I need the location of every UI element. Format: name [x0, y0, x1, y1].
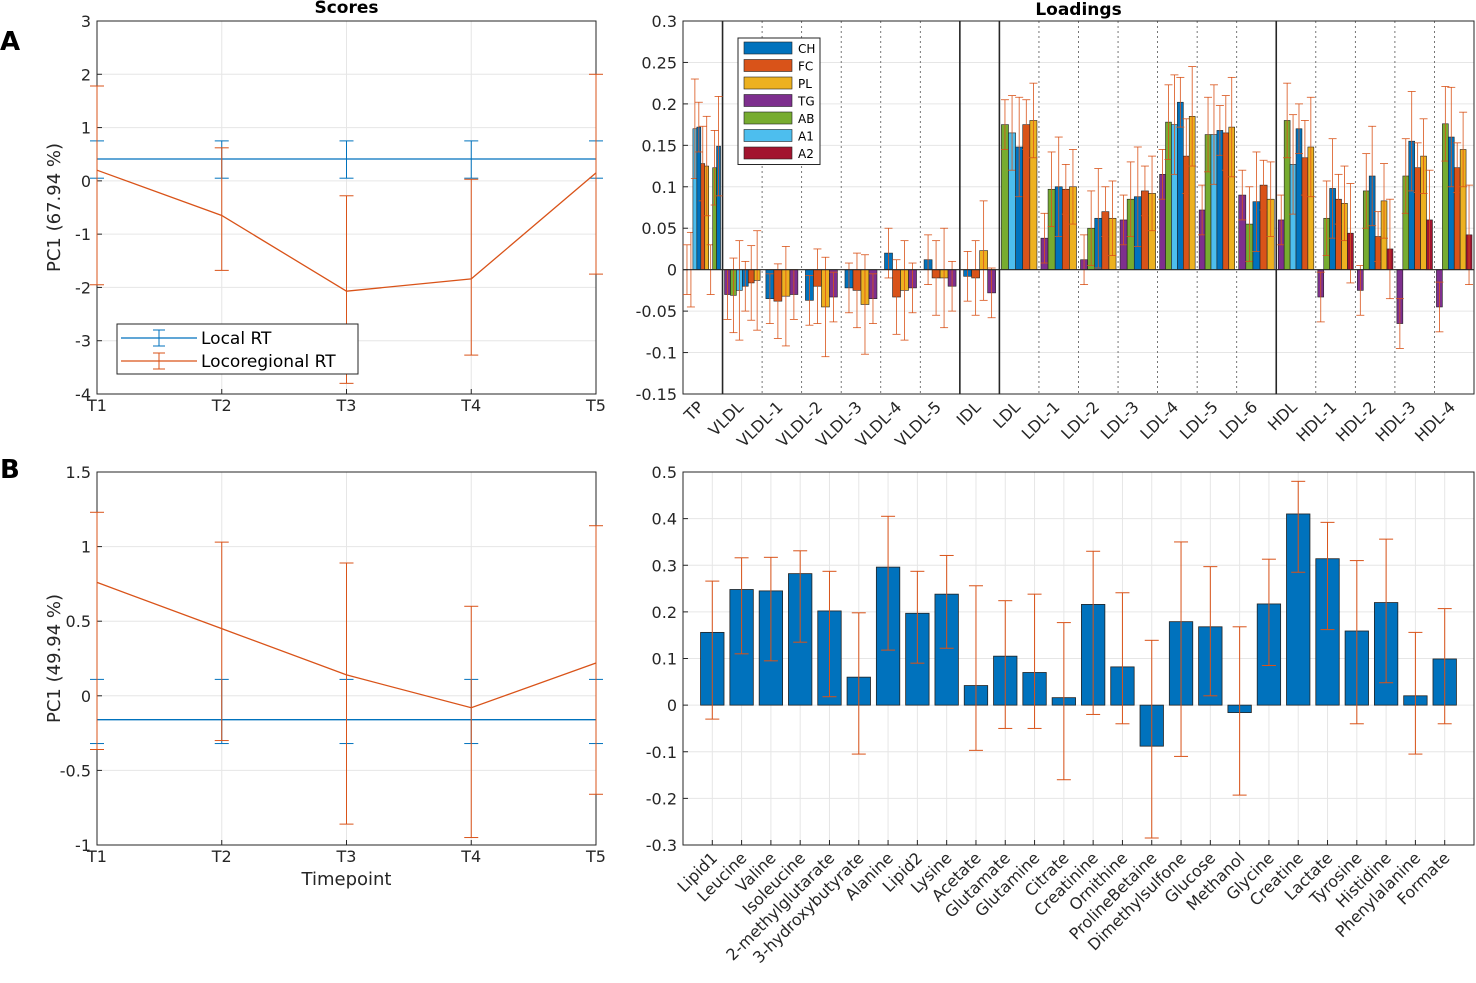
legend-label: Locoregional RT — [201, 352, 336, 372]
legend-swatch — [743, 76, 793, 90]
panel-label-b: B — [0, 455, 20, 485]
x-tick-label: HDL-4 — [1411, 397, 1459, 445]
series-line-1 — [96, 169, 597, 292]
x-tick-label: LDL-3 — [1097, 397, 1143, 443]
y-tick-label: 0.4 — [652, 510, 677, 529]
x-tick-label: T2 — [211, 847, 232, 866]
y-tick-label: 0.1 — [652, 178, 677, 197]
y-tick-label: 0.5 — [652, 463, 677, 482]
y-tick-label: 0 — [667, 696, 677, 715]
chart-title: Scores — [314, 0, 378, 18]
y-tick-label: 0.3 — [652, 12, 677, 31]
legend: CH FC PL TG AB A1 A2 — [737, 37, 821, 165]
y-tick-label: -4 — [75, 385, 91, 404]
legend-label: FC — [798, 60, 813, 74]
y-tick-label: 0 — [81, 687, 91, 706]
x-tick-label: HDL-3 — [1371, 397, 1419, 445]
legend-swatch — [743, 111, 793, 125]
x-tick-label: T1 — [86, 847, 107, 866]
y-tick-label: 0.5 — [66, 612, 91, 631]
y-tick-label: -0.3 — [646, 836, 677, 855]
y-tick-label: 3 — [81, 12, 91, 31]
x-tick-label: TP — [680, 397, 708, 425]
legend-label: AB — [798, 112, 814, 126]
series-line-1 — [96, 581, 597, 709]
y-tick-label: 2 — [81, 65, 91, 84]
x-tick-label: T1 — [86, 396, 107, 415]
x-tick-label: T5 — [585, 847, 606, 866]
y-tick-label: 0.2 — [652, 603, 677, 622]
y-tick-label: 0.25 — [641, 53, 677, 72]
x-axis-label: Timepoint — [301, 869, 392, 890]
x-tick-label: T3 — [336, 396, 357, 415]
y-tick-label: -0.2 — [646, 789, 677, 808]
x-tick-label: T2 — [211, 396, 232, 415]
legend-swatch — [743, 129, 793, 142]
y-tick-label: 0 — [667, 261, 677, 280]
y-tick-label: -0.05 — [636, 302, 677, 321]
x-tick-label: LDL — [989, 397, 1024, 432]
x-tick-label: LDL-1 — [1018, 397, 1064, 443]
x-tick-label: T4 — [460, 396, 481, 415]
scores-chart-b: 1.5 1 0.5 0 -0.5 -1T1 T2 T3 T4 T5 PC1 (49.94 %) Tim… — [44, 463, 606, 890]
loadings-chart-b: Lipid1LeucineValineIsoleucine2-methylglu… — [646, 463, 1475, 967]
y-tick-label: 1.5 — [66, 463, 91, 482]
legend-label: Local RT — [201, 329, 272, 349]
x-tick-label: T4 — [460, 847, 481, 866]
y-tick-label: -1 — [75, 225, 91, 244]
y-tick-label: 1 — [81, 538, 91, 557]
chart-title: Loadings — [1035, 0, 1121, 20]
y-tick-label: 0 — [81, 172, 91, 191]
legend-label: A2 — [798, 147, 814, 161]
panel-label-a: A — [0, 27, 20, 57]
legend-swatch — [743, 146, 793, 160]
y-tick-label: -0.1 — [646, 743, 677, 762]
y-tick-label: -2 — [75, 278, 91, 297]
x-tick-label: LDL-4 — [1136, 397, 1182, 443]
y-tick-label: 1 — [81, 119, 91, 138]
legend-swatch — [743, 59, 793, 72]
axes-box — [682, 20, 1475, 395]
legend-swatch — [743, 41, 793, 55]
y-tick-label: 0.3 — [652, 556, 677, 575]
y-tick-label: 0.2 — [652, 95, 677, 114]
x-tick-label: LDL-6 — [1215, 397, 1261, 443]
y-tick-label: -0.15 — [636, 385, 677, 404]
x-tick-label: T3 — [336, 847, 357, 866]
legend-label: CH — [798, 42, 815, 56]
legend-box — [116, 323, 359, 375]
x-tick-label: HDL-1 — [1292, 397, 1340, 445]
x-tick-label: HDL-2 — [1332, 397, 1380, 445]
scores-chart-a: 3 2 1 0 -1 -2 -3 -4T1 T2 T3 T4 T5 Scores PC1 (67.94 %… — [44, 0, 606, 415]
y-tick-label: -0.5 — [60, 761, 91, 780]
legend-label: PL — [798, 77, 812, 91]
legend: Local RT Locoregional RT — [116, 323, 359, 375]
x-tick-label: T5 — [585, 396, 606, 415]
x-tick-label: LDL-2 — [1057, 397, 1103, 443]
y-axis-label: PC1 (49.94 %) — [44, 594, 65, 723]
y-tick-label: -3 — [75, 332, 91, 351]
y-tick-label: 0.15 — [641, 136, 677, 155]
legend-label: TG — [797, 95, 815, 109]
y-axis-label: PC1 (67.94 %) — [44, 143, 65, 272]
x-tick-label: IDL — [953, 397, 985, 429]
y-tick-label: -1 — [75, 836, 91, 855]
x-tick-label: LDL-5 — [1176, 397, 1222, 443]
y-tick-label: -0.1 — [646, 344, 677, 363]
legend-swatch — [743, 94, 793, 107]
y-tick-label: 0.05 — [641, 219, 677, 238]
y-tick-label: 0.1 — [652, 650, 677, 669]
legend-label: A1 — [798, 130, 814, 144]
